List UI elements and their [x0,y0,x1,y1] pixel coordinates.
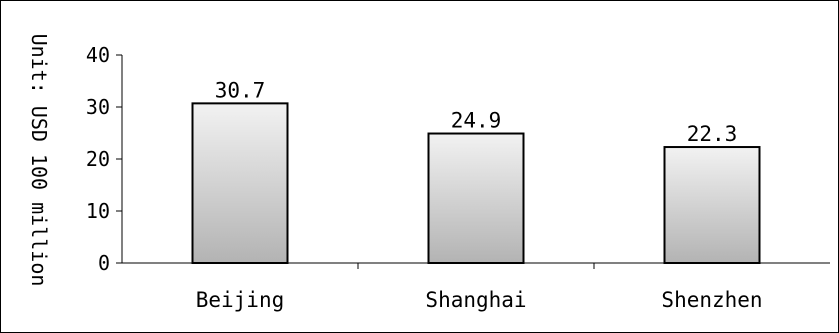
y-tick-label: 20 [86,147,110,171]
data-label: 24.9 [451,109,502,133]
y-axis-label: Unit: USD 100 million [27,34,51,287]
data-labels: 30.7 24.9 22.3 [215,78,738,146]
x-category-labels: Beijing Shanghai Shenzhen [196,288,763,312]
bar-beijing [191,102,289,264]
y-tick-label: 30 [86,95,110,119]
data-label: 30.7 [215,78,266,102]
bars [191,102,761,264]
bar-shenzhen [663,146,761,264]
x-category-label: Beijing [196,288,285,312]
bar-shanghai [427,132,525,264]
y-tick-label: 0 [98,251,110,275]
y-tick-label: 10 [86,199,110,223]
data-label: 22.3 [687,122,738,146]
x-category-label: Shanghai [425,288,526,312]
x-category-label: Shenzhen [661,288,762,312]
y-ticks: 0 10 20 30 40 [86,43,122,275]
y-tick-label: 40 [86,43,110,67]
